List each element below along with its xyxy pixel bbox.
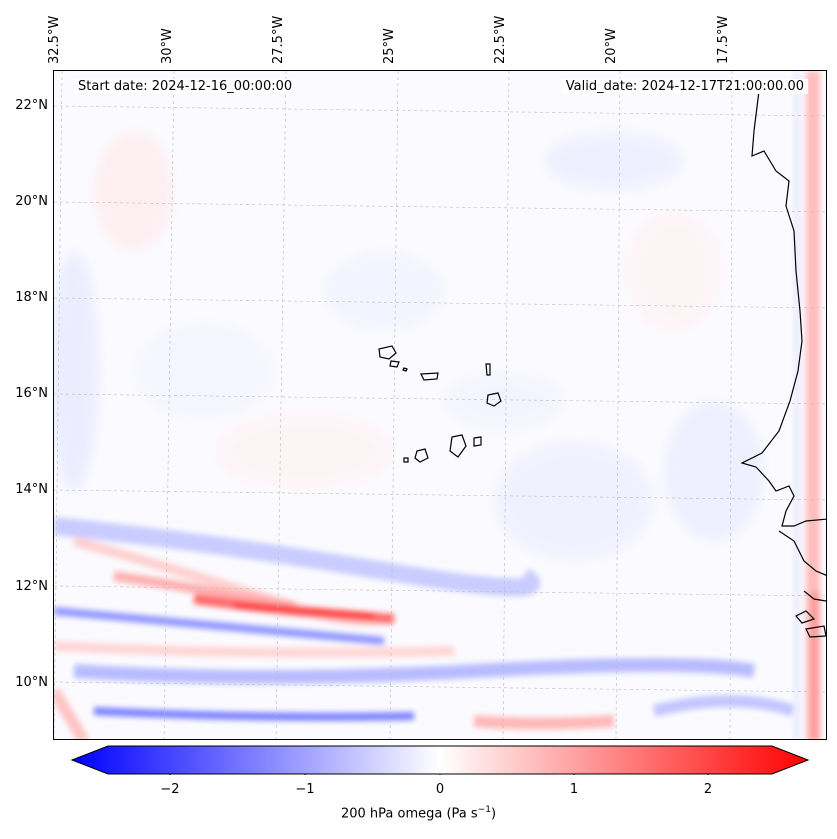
- lon-label-30w: 30°W: [160, 28, 175, 64]
- map-field: [54, 71, 826, 739]
- colorbar-tick-2: 2: [703, 782, 713, 797]
- colorbar-label: 200 hPa omega (Pa s−1): [340, 805, 497, 822]
- lat-label-12n: 12°N: [15, 579, 48, 594]
- colorbar-tick-neg2: −2: [160, 782, 180, 797]
- lon-label-32-5w: 32.5°W: [47, 15, 62, 64]
- lat-label-22n: 22°N: [15, 98, 48, 113]
- lon-label-22-5w: 22.5°W: [493, 15, 508, 64]
- colorbar-gradient: [70, 745, 810, 775]
- lat-label-14n: 14°N: [15, 482, 48, 497]
- colorbar-tick-0: 0: [435, 782, 445, 797]
- africa-coastline: [740, 90, 826, 527]
- colorbar-tick-1: 1: [569, 782, 579, 797]
- colorbar: [70, 745, 810, 775]
- lat-label-20n: 20°N: [15, 194, 48, 209]
- lon-label-20w: 20°W: [604, 28, 619, 64]
- colorbar-tick-neg1: −1: [295, 782, 315, 797]
- lat-label-16n: 16°N: [15, 386, 48, 401]
- lon-label-25w: 25°W: [382, 28, 397, 64]
- valid-date: Valid_date: 2024-12-17T21:00:00.00: [561, 79, 808, 94]
- lat-label-18n: 18°N: [15, 290, 48, 305]
- omega-map: Start date: 2024-12-16_00:00:00 Valid_da…: [53, 70, 827, 740]
- lat-label-10n: 10°N: [15, 675, 48, 690]
- start-date: Start date: 2024-12-16_00:00:00: [74, 79, 297, 94]
- lon-label-27-5w: 27.5°W: [271, 15, 286, 64]
- lon-label-17-5w: 17.5°W: [716, 15, 731, 64]
